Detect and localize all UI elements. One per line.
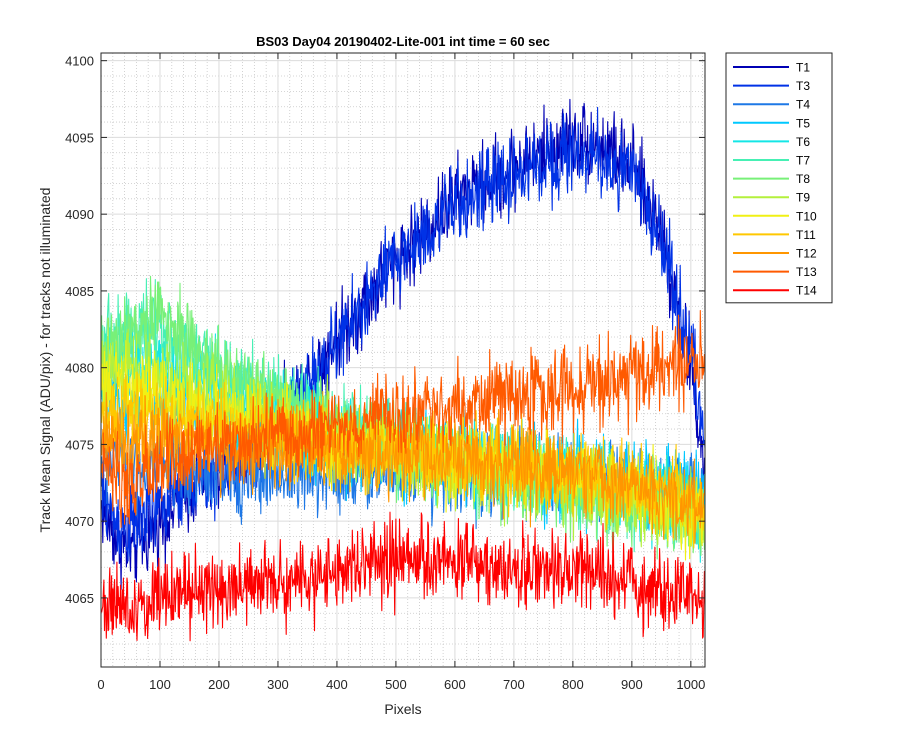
x-tick-label: 400: [326, 677, 348, 692]
legend-label-t11: T11: [796, 228, 816, 242]
x-tick-label: 0: [97, 677, 104, 692]
legend-label-t6: T6: [796, 135, 810, 149]
legend-label-t4: T4: [796, 98, 810, 112]
series-layer: [101, 98, 705, 642]
legend-label-t13: T13: [796, 265, 817, 279]
axes-frame: [100, 52, 706, 668]
legend-label-t3: T3: [796, 79, 810, 93]
x-tick-label: 700: [503, 677, 525, 692]
legend-label-t8: T8: [796, 172, 810, 186]
y-axis-label: Track Mean Signal (ADU/pix) - for tracks…: [37, 188, 53, 533]
y-tick-label: 4090: [65, 207, 94, 222]
y-tick-label: 4080: [65, 361, 94, 376]
y-tick-label: 4070: [65, 514, 94, 529]
x-tick-label: 500: [385, 677, 407, 692]
x-tick-label: 800: [562, 677, 584, 692]
series-line-t13: [101, 309, 705, 528]
series-line-t14: [101, 511, 705, 642]
series-line-t12: [101, 391, 705, 544]
x-tick-label: 200: [208, 677, 230, 692]
x-tick-label: 900: [621, 677, 643, 692]
legend-label-t14: T14: [796, 284, 817, 298]
legend-label-t7: T7: [796, 154, 810, 168]
y-tick-label: 4065: [65, 591, 94, 606]
legend-label-t10: T10: [796, 209, 817, 223]
y-tick-label: 4095: [65, 130, 94, 145]
y-tick-label: 4085: [65, 284, 94, 299]
x-axis-label: Pixels: [384, 701, 421, 717]
y-tick-label: 4100: [65, 54, 94, 69]
x-tick-label: 300: [267, 677, 289, 692]
legend: T1 T3 T4 T5 T6 T7 T8 T9 T10 T11 T12 T13 T14: [725, 52, 833, 304]
y-tick-label: 4075: [65, 437, 94, 452]
legend-label-t12: T12: [796, 247, 817, 261]
legend-label-t1: T1: [796, 61, 810, 75]
x-tick-label: 1000: [676, 677, 705, 692]
ticks: 0 100 200 300 400 500 600 700 800 900 1000 4065 4070…: [65, 53, 705, 692]
legend-label-t9: T9: [796, 191, 810, 205]
x-tick-label: 600: [444, 677, 466, 692]
legend-label-t5: T5: [796, 116, 810, 130]
x-tick-label: 100: [149, 677, 171, 692]
chart-title: BS03 Day04 20190402-Lite-001 int time = …: [256, 34, 550, 49]
